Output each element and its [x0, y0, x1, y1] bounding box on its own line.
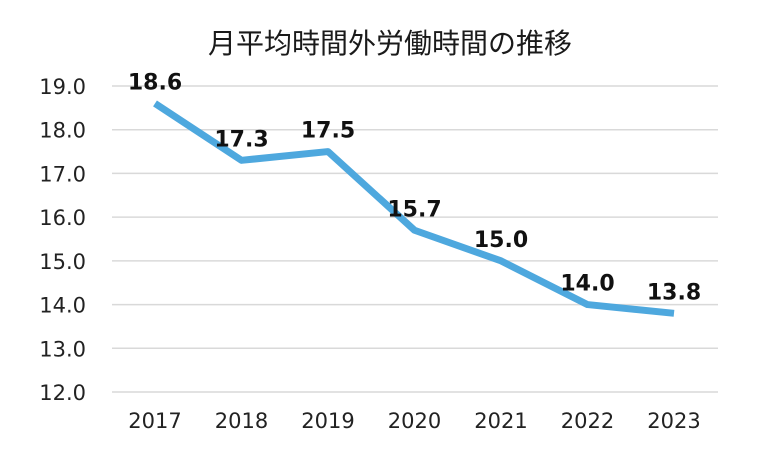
data-label: 17.5 [301, 119, 355, 144]
series-line [153, 100, 675, 317]
data-label: 17.3 [214, 127, 268, 152]
y-tick-label: 13.0 [39, 337, 86, 361]
data-label: 18.6 [128, 70, 182, 95]
x-tick-label: 2018 [215, 409, 268, 433]
x-tick-label: 2017 [128, 409, 181, 433]
data-label: 15.7 [387, 197, 441, 222]
x-tick-label: 2019 [301, 409, 354, 433]
data-label: 13.8 [647, 280, 701, 305]
y-tick-label: 12.0 [39, 381, 86, 405]
y-tick-label: 18.0 [39, 119, 86, 143]
chart-title: 月平均時間外労働時間の推移 [207, 27, 572, 60]
y-tick-label: 16.0 [39, 206, 86, 230]
data-label: 14.0 [560, 272, 614, 297]
y-tick-label: 15.0 [39, 250, 86, 274]
y-tick-label: 17.0 [39, 162, 86, 186]
data-label: 15.0 [474, 228, 528, 253]
series-line-layer [153, 100, 675, 317]
x-axis-tick-labels: 2017 2018 2019 2020 2021 2022 2023 [128, 409, 700, 433]
gridlines [112, 85, 718, 393]
x-tick-label: 2023 [647, 409, 700, 433]
x-tick-label: 2022 [561, 409, 614, 433]
x-tick-label: 2021 [474, 409, 527, 433]
y-tick-label: 14.0 [39, 294, 86, 318]
y-axis-tick-labels: 12.0 13.0 14.0 15.0 16.0 17.0 18.0 19.0 [39, 75, 86, 405]
data-labels: 18.6 17.3 17.5 15.7 15.0 14.0 13.8 [128, 70, 701, 305]
x-tick-label: 2020 [388, 409, 441, 433]
y-tick-label: 19.0 [39, 75, 86, 99]
